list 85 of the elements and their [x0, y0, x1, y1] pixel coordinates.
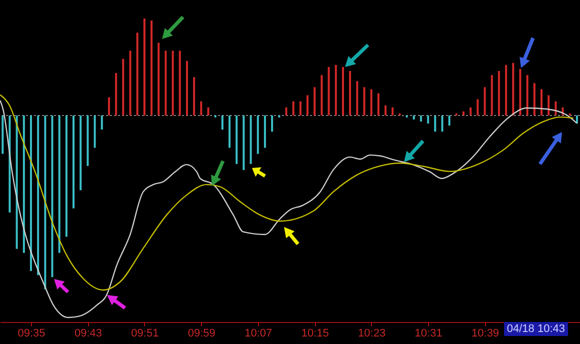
bar: [484, 87, 486, 116]
bar: [164, 50, 167, 116]
bar: [349, 71, 352, 116]
bar: [186, 60, 188, 116]
bar: [470, 107, 472, 116]
bar: [100, 115, 103, 130]
bar: [519, 68, 522, 116]
bar: [65, 115, 68, 237]
x-tick-label: 09:35: [18, 328, 46, 340]
bar: [37, 115, 40, 276]
bar: [512, 62, 514, 116]
bar: [158, 42, 160, 116]
bar: [136, 32, 138, 116]
bar: [250, 115, 252, 164]
bar: [200, 101, 202, 116]
bar: [178, 50, 181, 116]
bar: [356, 81, 358, 116]
bar: [434, 115, 436, 132]
bar: [420, 115, 422, 122]
x-tick-label: 09:43: [74, 328, 102, 340]
bar: [448, 115, 450, 126]
bar: [122, 58, 124, 116]
bar: [462, 111, 465, 116]
bar: [8, 115, 11, 212]
bar: [299, 101, 302, 116]
x-tick-label: 10:39: [472, 328, 500, 340]
bar: [72, 115, 75, 208]
text: 04/18 10:43: [504, 322, 568, 336]
bar: [554, 101, 557, 116]
bar: [2, 115, 4, 154]
x-tick-label: 10:07: [244, 328, 272, 340]
bar: [526, 75, 528, 116]
bar: [256, 115, 259, 154]
bar: [314, 87, 316, 116]
bar: [576, 115, 578, 124]
bar: [505, 64, 508, 116]
bar: [392, 107, 394, 116]
bar: [548, 95, 550, 116]
bar: [320, 75, 323, 116]
bar: [498, 71, 500, 116]
bar: [94, 115, 96, 148]
bar: [22, 115, 25, 253]
x-tick-label: 10:15: [301, 328, 329, 340]
bar: [150, 20, 153, 116]
bar: [207, 107, 210, 116]
x-tick-label: 10:31: [414, 328, 442, 340]
bar: [115, 73, 118, 116]
bar: [271, 115, 274, 132]
bar: [86, 115, 89, 166]
bar: [264, 115, 266, 148]
bar: [44, 115, 46, 290]
bar: [58, 115, 60, 253]
bar: [242, 115, 245, 170]
bar: [306, 95, 309, 116]
bar: [16, 115, 18, 249]
bar: [370, 89, 372, 116]
bar: [384, 105, 387, 116]
bar: [193, 77, 196, 116]
bar: [51, 115, 54, 278]
bar: [143, 18, 146, 116]
bar: [412, 115, 415, 120]
bar: [363, 87, 366, 116]
bar: [427, 115, 430, 124]
bar: [108, 97, 110, 116]
bar: [533, 83, 536, 116]
bar: [328, 66, 330, 116]
x-tick-label: 10:23: [358, 328, 386, 340]
bar: [285, 107, 288, 116]
bar: [342, 66, 344, 116]
bar: [334, 64, 337, 116]
bar: [221, 115, 224, 130]
bar: [540, 89, 542, 116]
bar: [129, 50, 132, 116]
bar: [490, 75, 493, 116]
bar: [236, 115, 238, 164]
bar: [228, 115, 231, 148]
bar: [172, 50, 174, 116]
bar: [30, 115, 32, 272]
bar: [80, 115, 82, 190]
bar: [441, 115, 444, 132]
bar: [377, 93, 380, 116]
x-tick-label: 09:59: [188, 328, 216, 340]
bar: [292, 101, 294, 116]
bar: [476, 99, 479, 116]
x-tick-label: 09:51: [131, 328, 159, 340]
